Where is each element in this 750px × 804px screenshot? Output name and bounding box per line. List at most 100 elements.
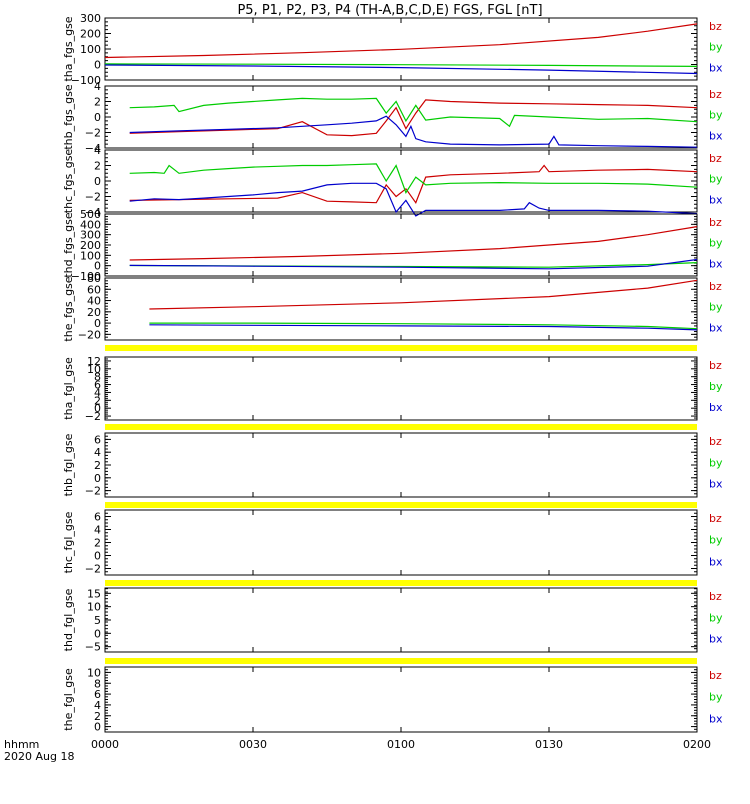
no-data-bar	[105, 345, 697, 351]
panel-frame	[104, 356, 698, 421]
y-tick-label: 4	[94, 80, 101, 93]
y-tick-label: 0	[94, 175, 101, 188]
y-axis-label: thd_fgl_gse	[62, 588, 75, 651]
y-tick-label: 40	[87, 295, 101, 308]
legend-bz: bz	[709, 88, 722, 101]
legend-bz: bz	[709, 669, 722, 682]
y-axis-label: thc_fgs_gse	[62, 149, 75, 214]
y-tick-label: −20	[78, 328, 101, 341]
y-axis-label: thd_fgs_gse	[62, 212, 75, 278]
legend-bx: bx	[709, 478, 723, 491]
legend-by: by	[709, 691, 723, 704]
no-data-bar	[105, 424, 697, 430]
y-tick-label: 6	[94, 433, 101, 446]
y-tick-label: 500	[80, 208, 101, 221]
legend-by: by	[709, 380, 723, 393]
legend-bz: bz	[709, 435, 722, 448]
legend-bz: bz	[709, 590, 722, 603]
y-tick-label: 2	[94, 459, 101, 472]
y-tick-label: 4	[94, 524, 101, 537]
y-tick-label: 6	[94, 688, 101, 701]
legend-bx: bx	[709, 401, 723, 414]
panel-frame	[104, 509, 698, 576]
legend-bx: bx	[709, 321, 723, 334]
y-tick-label: 6	[94, 511, 101, 524]
y-tick-label: 20	[87, 306, 101, 319]
x-tick-label: 0000	[91, 738, 119, 751]
y-tick-label: −2	[85, 191, 101, 204]
y-axis-label: tha_fgs_gse	[62, 16, 75, 81]
legend-bz: bz	[709, 359, 722, 372]
series-line-bz	[104, 23, 698, 59]
series-line-bx	[149, 324, 698, 331]
y-tick-label: 0	[94, 550, 101, 563]
legend-bx: bx	[709, 257, 723, 270]
y-tick-label: 2	[94, 710, 101, 723]
y-tick-label: 5	[94, 614, 101, 627]
x-axis: 0000 0030 0100 0130 0200	[91, 738, 711, 751]
y-tick-label: 0	[94, 402, 101, 415]
y-tick-label: 0	[94, 721, 101, 734]
y-tick-label: 10	[87, 601, 101, 614]
y-tick-label: 8	[94, 677, 101, 690]
y-tick-label: 2	[94, 96, 101, 109]
y-tick-label: 4	[94, 144, 101, 157]
y-tick-label: −2	[85, 410, 101, 423]
legend-bx: bx	[709, 633, 723, 646]
y-tick-label: 0	[94, 627, 101, 640]
y-tick-label: 2	[94, 160, 101, 173]
y-tick-label: 10	[87, 666, 101, 679]
x-tick-label: 0100	[387, 738, 415, 751]
y-tick-label: 80	[87, 272, 101, 285]
y-tick-label: 0	[94, 260, 101, 273]
panel-frame	[104, 666, 698, 733]
y-tick-label: 300	[80, 12, 101, 25]
y-tick-label: −2	[85, 127, 101, 140]
panel-frame	[104, 277, 698, 341]
y-tick-label: 12	[87, 355, 101, 368]
y-tick-label: 10	[87, 363, 101, 376]
y-tick-label: −4	[85, 142, 101, 155]
y-tick-label: 100	[80, 249, 101, 262]
legend-by: by	[709, 109, 723, 122]
no-data-bar	[105, 658, 697, 664]
series-line-by	[104, 63, 698, 67]
legend-bz: bz	[709, 216, 722, 229]
legend-by: by	[709, 237, 723, 250]
x-tick-label: 0030	[239, 738, 267, 751]
y-axis-label: the_fgs_gse	[62, 276, 75, 341]
series-line-bx	[129, 182, 698, 217]
y-tick-label: 2	[94, 537, 101, 550]
y-tick-label: 0	[94, 317, 101, 330]
series-line-bz	[129, 99, 698, 137]
y-tick-label: 6	[94, 379, 101, 392]
legend-bz: bz	[709, 152, 722, 165]
y-tick-label: 0	[94, 111, 101, 124]
x-tick-label: 0130	[535, 738, 563, 751]
legend-by: by	[709, 173, 723, 186]
y-axis-label: thb_fgs_gse	[62, 84, 75, 150]
y-tick-label: 60	[87, 283, 101, 296]
legend-bz: bz	[709, 512, 722, 525]
y-tick-label: 4	[94, 386, 101, 399]
series-line-by	[129, 163, 698, 194]
series-line-bz	[129, 164, 698, 204]
panel-thb_fgs_gse: 4 2 0 −2 −4 thb_fgs_gse bz by bx	[62, 80, 723, 155]
legend-bz: bz	[709, 280, 722, 293]
legend-by: by	[709, 611, 723, 624]
y-tick-label: −100	[71, 74, 101, 87]
y-tick-label: −2	[85, 563, 101, 576]
no-data-bar	[105, 502, 697, 508]
y-axis-label: tha_fgl_gse	[62, 357, 75, 420]
series-line-bx	[104, 64, 698, 75]
y-axis-label: thb_fgl_gse	[62, 433, 75, 496]
y-tick-label: −2	[85, 485, 101, 498]
y-tick-label: 8	[94, 371, 101, 384]
legend-bx: bx	[709, 193, 723, 206]
